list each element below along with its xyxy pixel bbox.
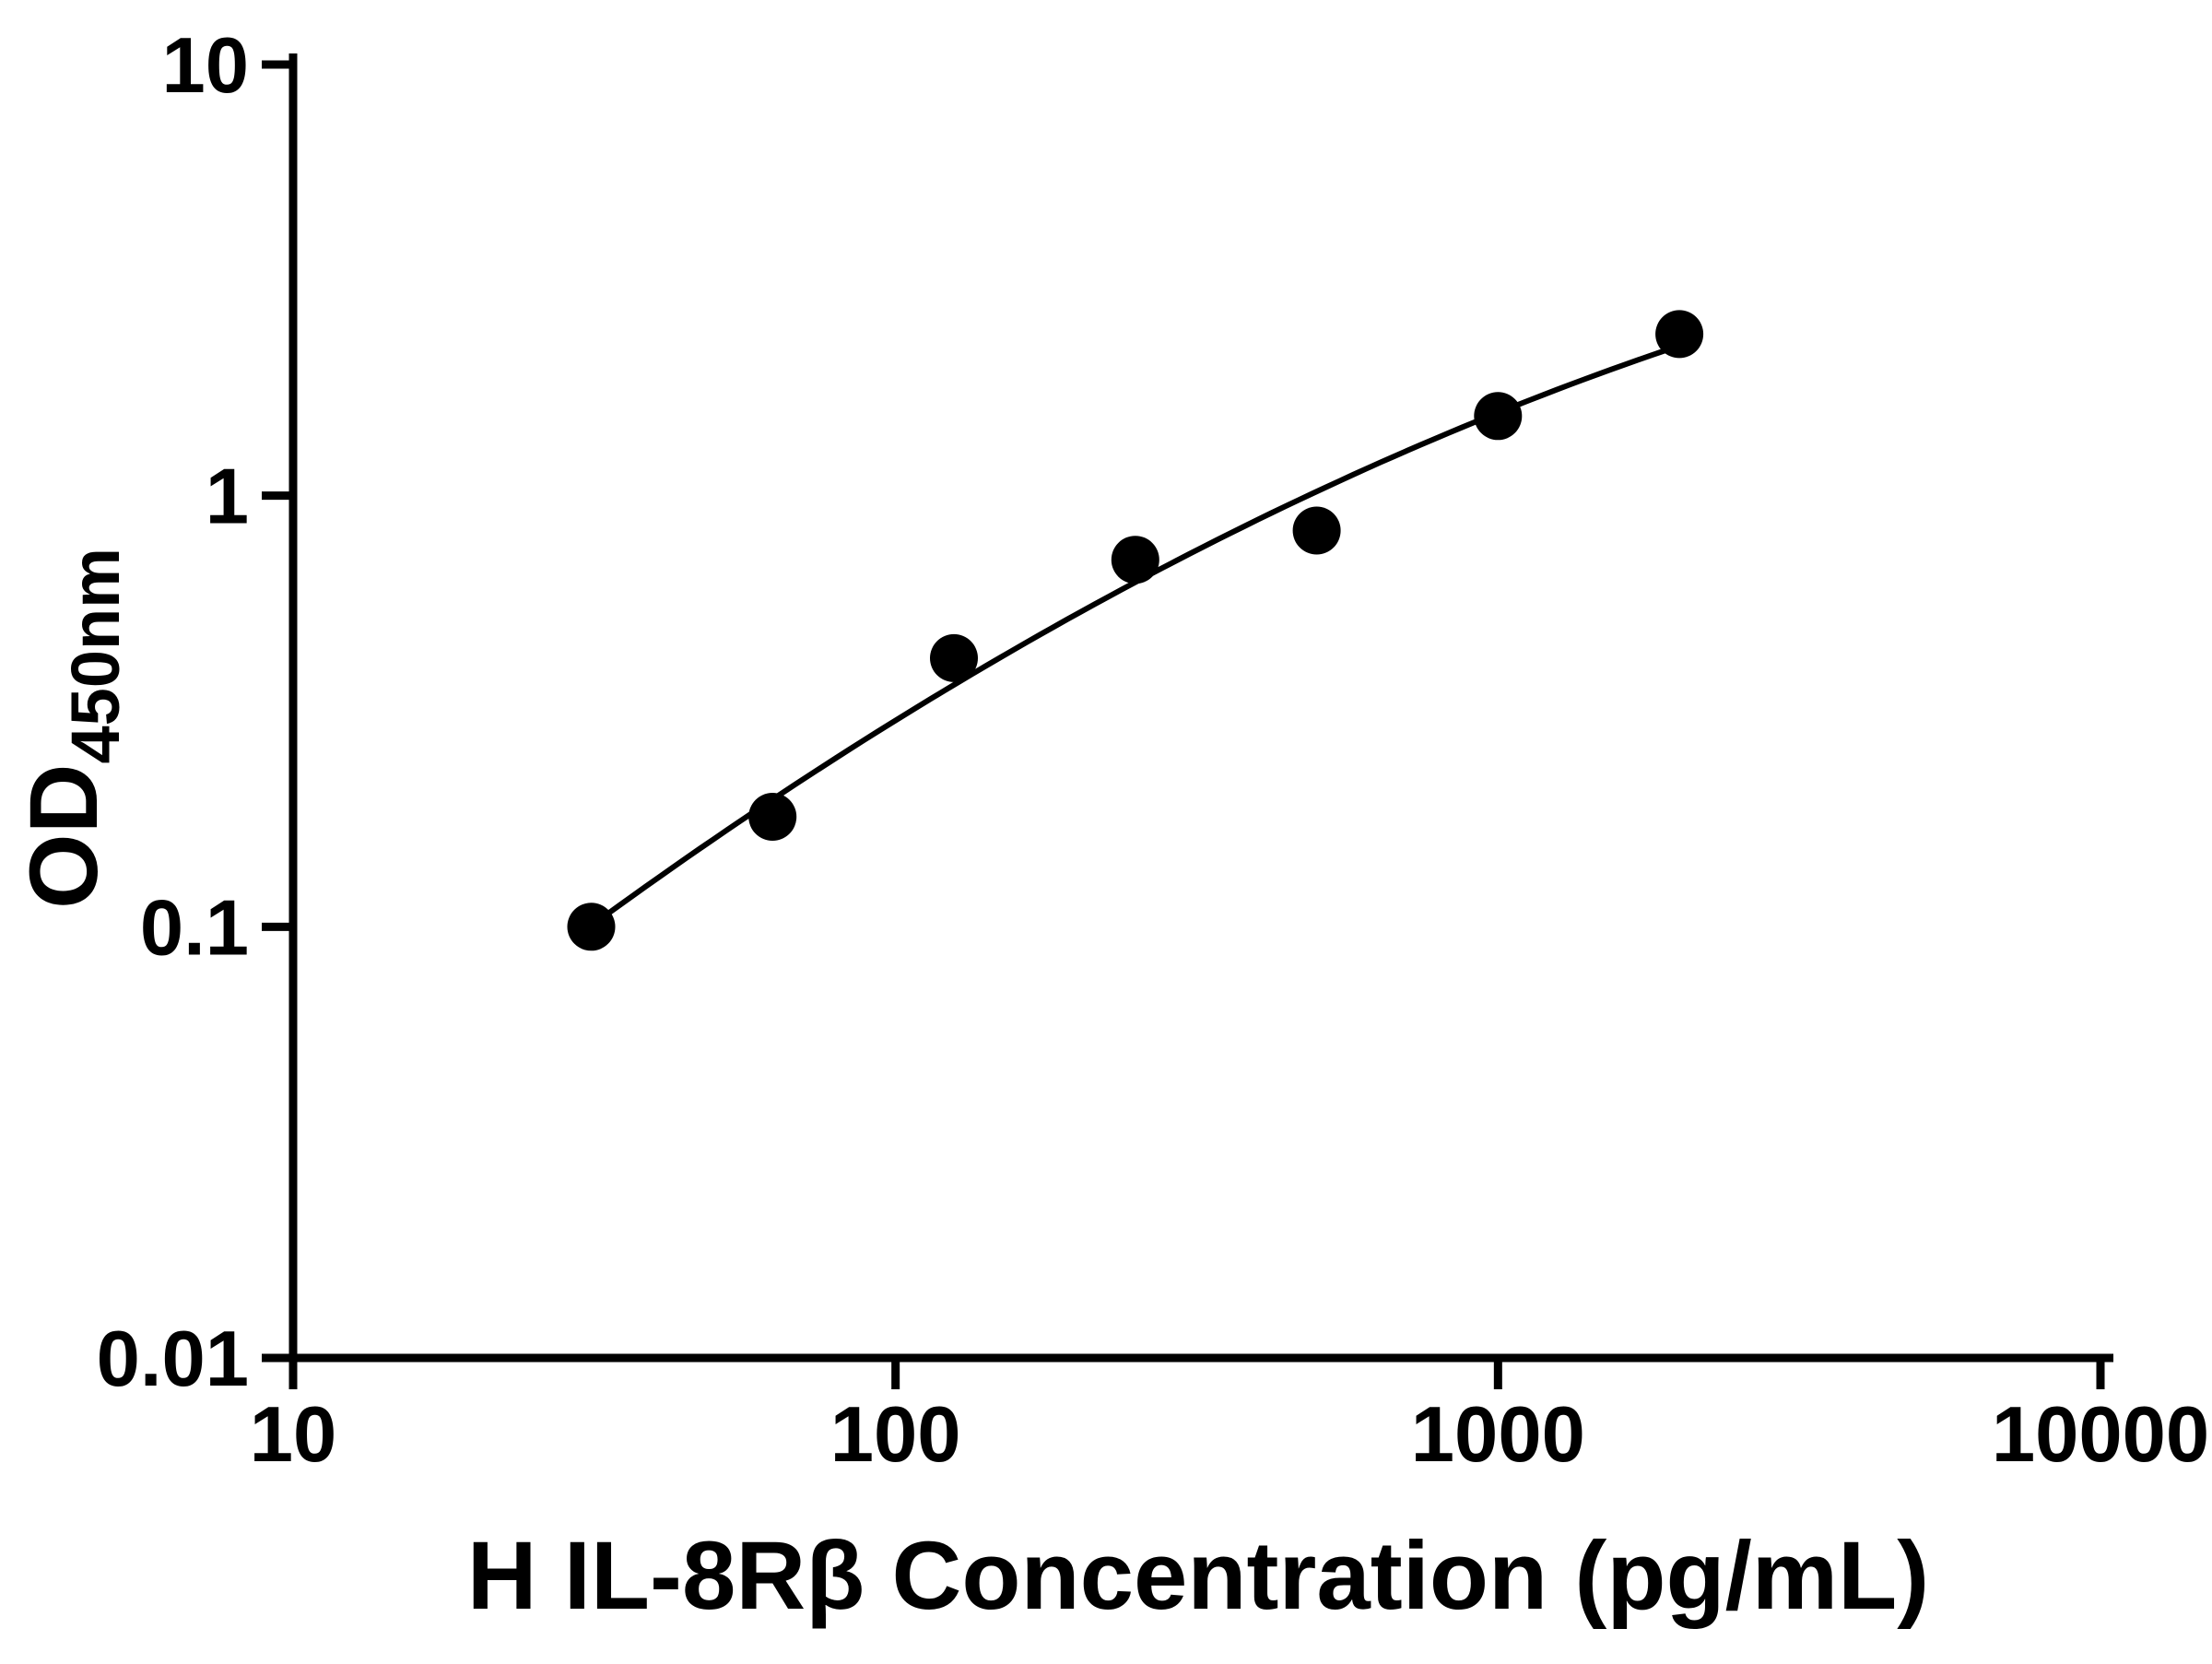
plot-series — [567, 310, 1704, 951]
data-point — [1655, 310, 1704, 359]
y-tick-label: 0.1 — [140, 884, 249, 972]
data-point — [1111, 536, 1159, 584]
data-point — [1474, 392, 1523, 441]
y-tick-label: 1 — [206, 454, 249, 541]
data-point — [1292, 506, 1341, 555]
x-axis-title: H IL-8Rβ Concentration (pg/mL) — [467, 1522, 1929, 1630]
y-axis-title: OD450nm — [10, 548, 134, 909]
axes: 10 100 1000 10000 0.01 0.1 1 10 — [97, 22, 2210, 1479]
y-axis-title-sub: 450nm — [57, 548, 134, 763]
axis-titles: H IL-8Rβ Concentration (pg/mL) OD450nm — [10, 548, 1929, 1630]
x-tick-label: 10000 — [1992, 1391, 2209, 1479]
data-point — [748, 793, 797, 841]
data-point — [930, 633, 978, 682]
y-axis-title-main: OD — [10, 763, 118, 909]
x-tick-label: 10 — [250, 1391, 337, 1479]
fit-curve — [588, 343, 1683, 929]
y-tick-label: 10 — [161, 22, 249, 110]
data-point — [567, 903, 616, 951]
x-tick-label: 100 — [830, 1391, 961, 1479]
x-tick-label: 1000 — [1411, 1391, 1585, 1479]
y-tick-label: 0.01 — [97, 1316, 249, 1403]
